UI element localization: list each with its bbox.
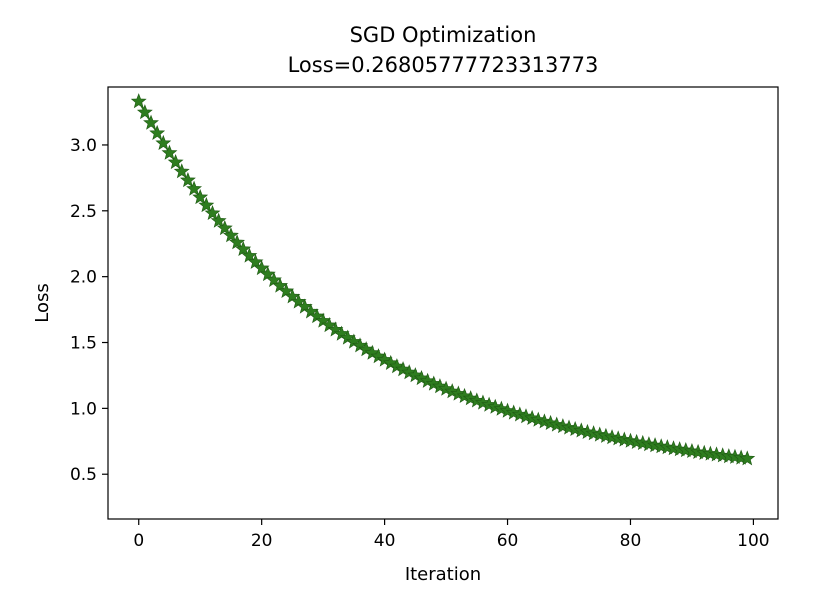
- chart-subtitle: Loss=0.26805777723313773: [288, 53, 599, 77]
- y-tick-label: 2.0: [70, 268, 97, 288]
- y-tick-label: 2.5: [70, 202, 97, 222]
- data-point-star-marker: [136, 104, 153, 120]
- data-point-star-marker: [204, 204, 221, 221]
- data-point-star-marker: [216, 219, 233, 236]
- data-point-star-marker: [223, 227, 239, 243]
- x-axis-label: Iteration: [405, 564, 481, 585]
- data-point-star-marker: [143, 114, 159, 130]
- x-tick-label: 0: [133, 531, 144, 551]
- x-tick-label: 80: [620, 531, 642, 551]
- x-tick-label: 60: [497, 531, 519, 551]
- data-point-star-marker: [179, 172, 196, 188]
- y-tick-label: 3.0: [70, 136, 97, 156]
- data-point-star-marker: [173, 163, 190, 179]
- y-axis: 0.5 1.0 1.5 2.0 2.5 3.0: [70, 136, 108, 485]
- x-axis: 0 20 40 60 80 100: [133, 519, 770, 551]
- chart-title: SGD Optimization: [350, 23, 537, 47]
- data-point-star-marker: [210, 212, 227, 228]
- data-point-star-marker: [241, 247, 258, 263]
- y-tick-label: 0.5: [70, 465, 97, 485]
- x-tick-label: 20: [251, 531, 273, 551]
- data-point-star-marker: [130, 93, 147, 109]
- data-point-star-marker: [149, 124, 166, 140]
- data-point-star-marker: [192, 189, 209, 205]
- data-point-star-marker: [253, 260, 270, 276]
- y-tick-label: 1.0: [70, 399, 97, 419]
- axes-frame: [107, 86, 779, 520]
- data-point-star-marker: [229, 234, 246, 250]
- data-point-star-marker: [155, 134, 172, 150]
- data-point-star-marker: [235, 240, 252, 257]
- data-point-star-marker: [186, 180, 202, 196]
- data-point-star-marker: [339, 329, 356, 345]
- y-axis-label: Loss: [32, 283, 53, 322]
- plot-area: [130, 93, 756, 466]
- y-tick-label: 1.5: [70, 334, 97, 354]
- x-tick-label: 40: [374, 531, 396, 551]
- data-point-star-marker: [247, 253, 264, 269]
- x-tick-label: 100: [737, 531, 769, 551]
- data-point-star-marker: [161, 144, 178, 160]
- data-point-star-marker: [198, 197, 215, 213]
- data-point-star-marker: [167, 154, 184, 170]
- data-point-star-marker: [333, 325, 350, 341]
- data-point-star-marker: [739, 450, 756, 466]
- data-point-star-marker: [327, 321, 344, 337]
